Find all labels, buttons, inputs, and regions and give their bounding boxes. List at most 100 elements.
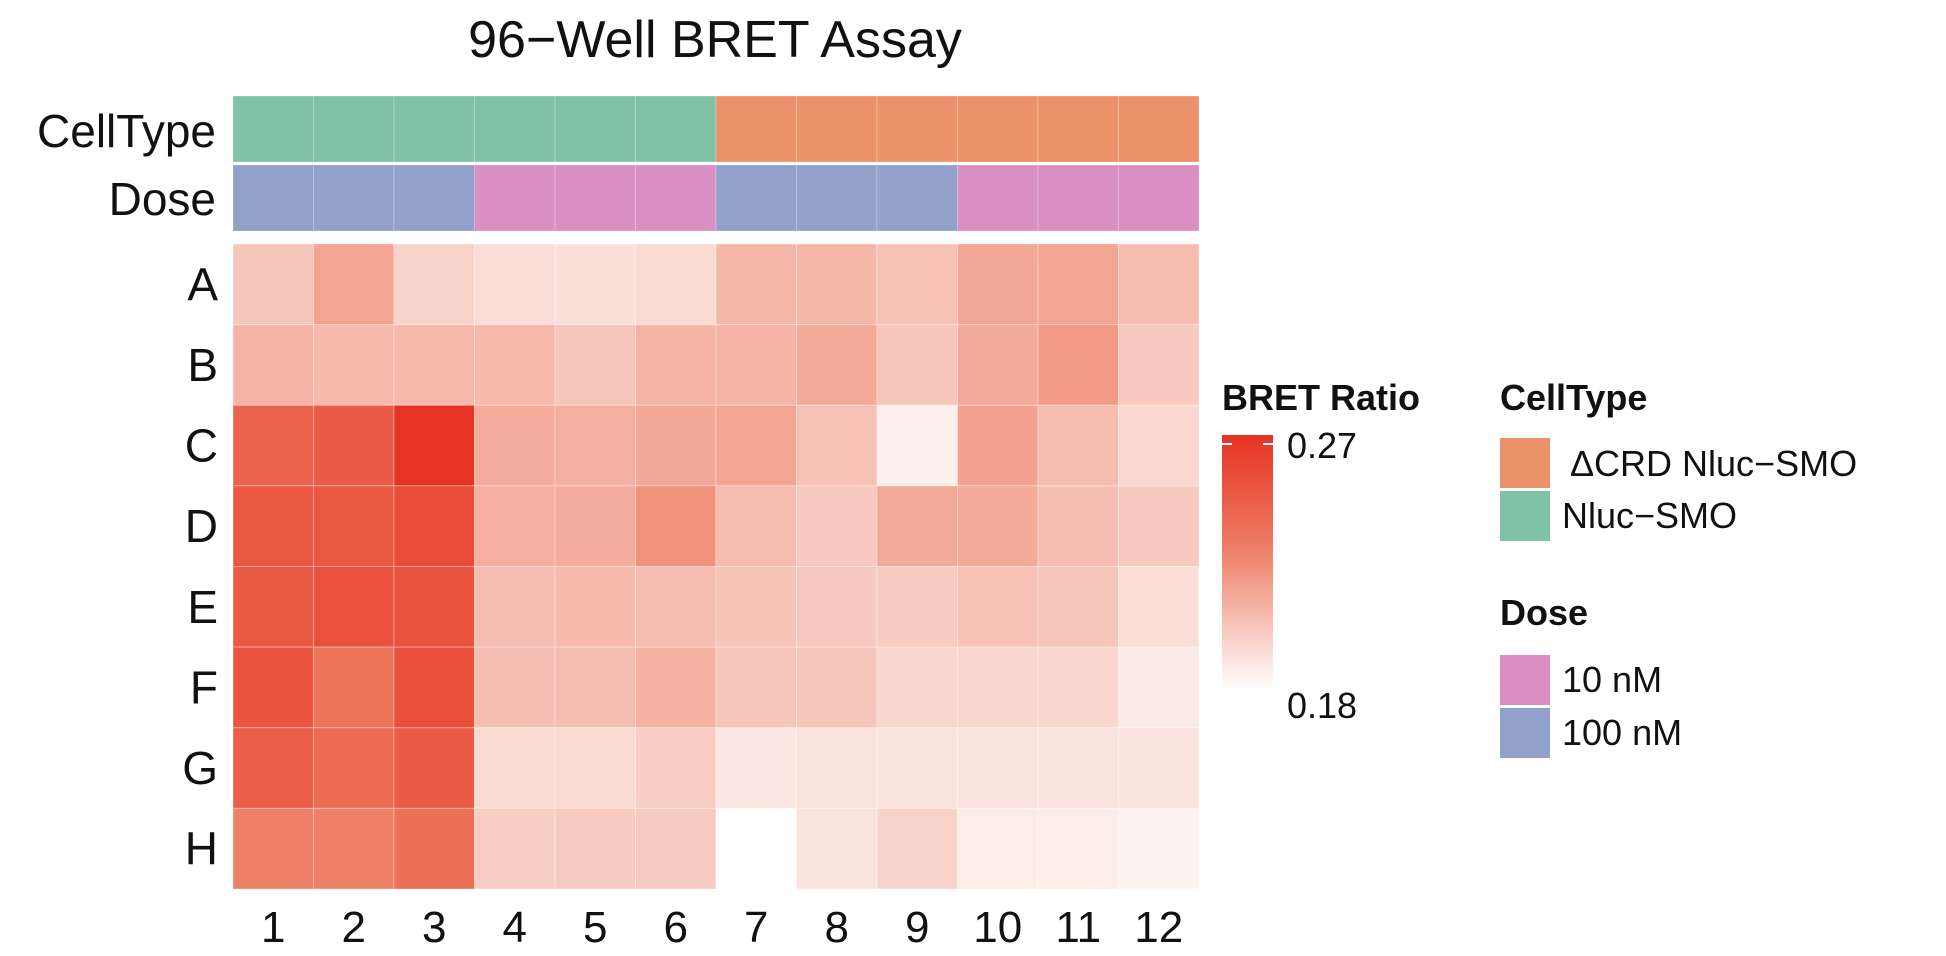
heatmap-cell-E4	[474, 566, 556, 648]
heatmap-grid	[232, 243, 1200, 890]
heatmap-cell-E9	[876, 566, 958, 648]
heatmap-cell-A7	[715, 243, 797, 326]
chart-title: 96−Well BRET Assay	[468, 11, 962, 69]
heatmap-cell-D5	[554, 485, 636, 567]
annotation-cell-dose-7	[715, 164, 797, 232]
annotation-cell-celltype-10	[957, 95, 1039, 163]
heatmap-cell-B9	[876, 324, 958, 406]
heatmap-cell-H10	[957, 807, 1039, 890]
column-label-8: 8	[825, 903, 849, 952]
heatmap-cell-F10	[957, 646, 1039, 729]
legend-swatch-nluc-smo	[1500, 491, 1550, 541]
annotation-cell-celltype-6	[635, 95, 717, 163]
annotation-cell-dose-2	[313, 164, 395, 232]
heatmap-cell-B12	[1118, 324, 1200, 406]
heatmap-cell-C1	[232, 404, 314, 487]
annotation-cell-celltype-1	[232, 95, 314, 163]
heatmap-cell-E8	[796, 566, 878, 648]
heatmap-cell-H9	[876, 807, 958, 890]
heatmap-cell-A12	[1118, 243, 1200, 326]
row-label-B: B	[187, 339, 218, 391]
heatmap-cell-B2	[313, 324, 395, 406]
heatmap-cell-A3	[393, 243, 475, 326]
heatmap-cell-A4	[474, 243, 556, 326]
color-scale-bar	[1222, 435, 1273, 690]
heatmap-cell-B1	[232, 324, 314, 406]
annotation-cell-dose-5	[554, 164, 636, 232]
heatmap-cell-C7	[715, 404, 797, 487]
annotation-cell-celltype-3	[393, 95, 475, 163]
heatmap-cell-D2	[313, 485, 395, 567]
heatmap-cell-G2	[313, 727, 395, 809]
annotation-cell-dose-4	[474, 164, 556, 232]
column-label-2: 2	[342, 903, 366, 952]
heatmap-cell-B4	[474, 324, 556, 406]
column-label-10: 10	[973, 903, 1022, 952]
heatmap-cell-A9	[876, 243, 958, 326]
row-label-A: A	[187, 258, 218, 310]
row-label-G: G	[182, 742, 218, 794]
heatmap-cell-H3	[393, 807, 475, 890]
annotation-cell-dose-1	[232, 164, 314, 232]
annotation-label-celltype: CellType	[37, 105, 216, 157]
legend-swatch-dcrd-nluc-smo	[1500, 438, 1550, 488]
color-scale-label-min: 0.18	[1287, 685, 1357, 726]
heatmap-cell-C9	[876, 404, 958, 487]
heatmap-cell-A11	[1037, 243, 1119, 326]
legend-label-10nm: 10 nM	[1562, 659, 1662, 700]
heatmap-cell-C2	[313, 404, 395, 487]
heatmap-cell-G7	[715, 727, 797, 809]
annotation-bars	[232, 95, 1200, 232]
heatmap-cell-D4	[474, 485, 556, 567]
heatmap-cell-H12	[1118, 807, 1200, 890]
annotation-cell-dose-11	[1037, 164, 1119, 232]
heatmap-cell-A10	[957, 243, 1039, 326]
heatmap-cell-G8	[796, 727, 878, 809]
row-label-C: C	[185, 420, 218, 472]
heatmap-cell-F9	[876, 646, 958, 729]
heatmap-cell-E5	[554, 566, 636, 648]
heatmap-cell-C11	[1037, 404, 1119, 487]
annotation-cell-celltype-12	[1118, 95, 1200, 163]
heatmap-cell-D10	[957, 485, 1039, 567]
color-scale-title: BRET Ratio	[1222, 377, 1420, 418]
legend-label-dcrd-nluc-smo: ΔCRD Nluc−SMO	[1570, 443, 1857, 484]
heatmap-cell-E11	[1037, 566, 1119, 648]
heatmap-cell-C6	[635, 404, 717, 487]
heatmap-cell-E7	[715, 566, 797, 648]
annotation-cell-celltype-7	[715, 95, 797, 163]
row-label-E: E	[187, 581, 218, 633]
heatmap-cell-D12	[1118, 485, 1200, 567]
heatmap-cell-E10	[957, 566, 1039, 648]
heatmap-cell-H6	[635, 807, 717, 890]
heatmap-cell-F6	[635, 646, 717, 729]
heatmap-cell-C4	[474, 404, 556, 487]
row-label-D: D	[185, 500, 218, 552]
heatmap-cell-D7	[715, 485, 797, 567]
heatmap-cell-C3	[393, 404, 475, 487]
legend-swatch-100nm	[1500, 708, 1550, 758]
heatmap-cell-H2	[313, 807, 395, 890]
heatmap-cell-C8	[796, 404, 878, 487]
row-label-H: H	[185, 823, 218, 875]
heatmap-cell-B6	[635, 324, 717, 406]
heatmap-cell-H4	[474, 807, 556, 890]
heatmap-cell-F12	[1118, 646, 1200, 729]
heatmap-cell-A8	[796, 243, 878, 326]
column-label-4: 4	[503, 903, 527, 952]
heatmap-cell-B11	[1037, 324, 1119, 406]
heatmap-cell-F4	[474, 646, 556, 729]
heatmap-cell-D3	[393, 485, 475, 567]
heatmap-cell-F5	[554, 646, 636, 729]
heatmap-cell-G12	[1118, 727, 1200, 809]
annotation-cell-celltype-8	[796, 95, 878, 163]
legend-label-100nm: 100 nM	[1562, 712, 1682, 753]
heatmap-cell-B7	[715, 324, 797, 406]
heatmap-cell-F2	[313, 646, 395, 729]
annotation-cell-celltype-4	[474, 95, 556, 163]
heatmap-cell-E1	[232, 566, 314, 648]
heatmap-cell-B3	[393, 324, 475, 406]
heatmap-cell-D11	[1037, 485, 1119, 567]
